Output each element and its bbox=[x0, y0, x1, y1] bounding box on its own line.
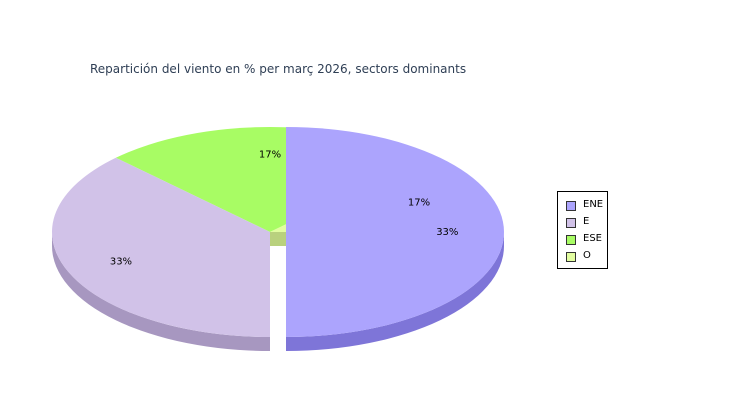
pie-side-ene bbox=[286, 232, 504, 351]
legend-item-o: O bbox=[558, 250, 607, 267]
pie-label-e: 33% bbox=[110, 257, 132, 268]
legend-item-ese: ESE bbox=[558, 233, 607, 250]
legend-swatch-ene bbox=[566, 201, 576, 211]
pie-label-o: 17% bbox=[408, 197, 430, 208]
pie-tops bbox=[51, 127, 504, 337]
pie-side-e bbox=[52, 232, 270, 351]
legend-swatch-o bbox=[566, 252, 576, 262]
pie-label-ene: 33% bbox=[436, 227, 458, 238]
chart-title: Repartición del viento en % per març 202… bbox=[90, 62, 467, 76]
legend-label-ese: ESE bbox=[583, 233, 602, 244]
legend-label-ene: ENE bbox=[583, 199, 604, 210]
pie-label-ese: 17% bbox=[259, 149, 281, 160]
legend: ENE E ESE O bbox=[557, 191, 608, 269]
pie-slice-ene bbox=[286, 127, 504, 337]
legend-swatch-ese bbox=[566, 235, 576, 245]
legend-label-o: O bbox=[583, 250, 591, 261]
legend-label-e: E bbox=[583, 216, 590, 227]
legend-swatch-e bbox=[566, 218, 576, 228]
legend-item-ene: ENE bbox=[558, 199, 607, 216]
pie-labels: 17% 17% 33% 33% bbox=[110, 149, 459, 267]
pie-slice-e bbox=[51, 157, 271, 337]
legend-item-e: E bbox=[558, 216, 607, 233]
